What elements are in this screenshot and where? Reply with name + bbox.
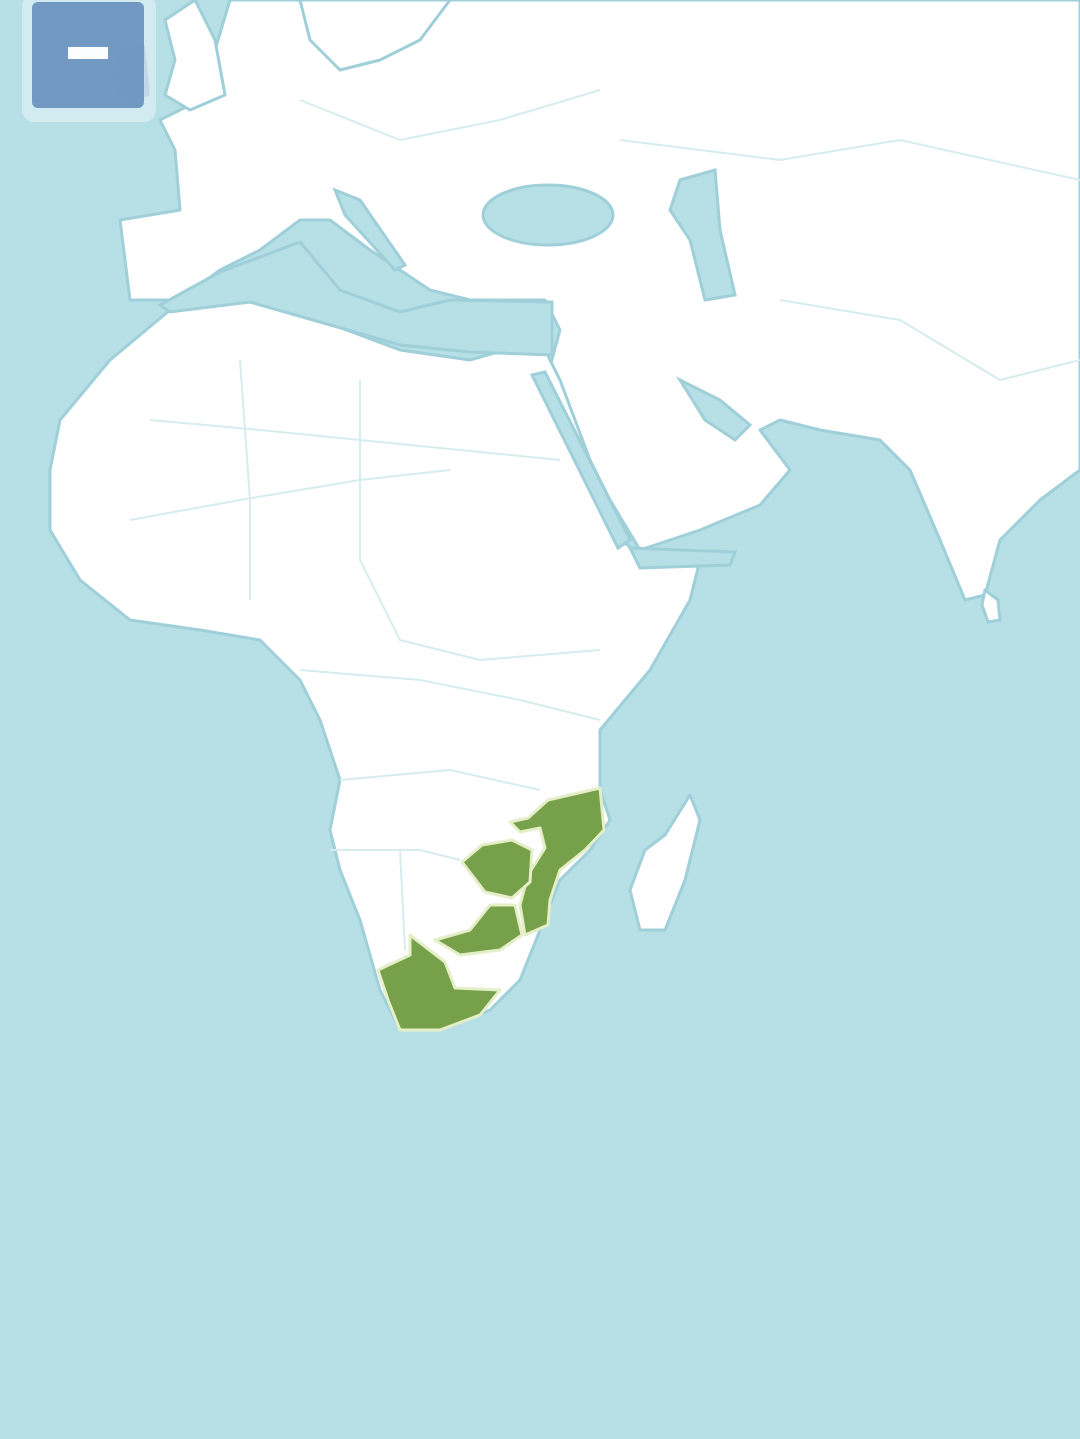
gulf-of-aden bbox=[627, 546, 738, 570]
zoom-out-button[interactable] bbox=[32, 2, 144, 108]
highlight-region[interactable] bbox=[376, 933, 502, 1032]
zoom-control bbox=[22, 0, 156, 122]
scandinavia bbox=[298, 0, 452, 72]
highlight-region[interactable] bbox=[508, 786, 606, 937]
highlight-region[interactable] bbox=[433, 903, 524, 957]
borders bbox=[129, 89, 1080, 951]
caspian-sea bbox=[668, 168, 737, 302]
black-sea bbox=[481, 183, 615, 247]
mediterranean-sea bbox=[157, 240, 554, 357]
minus-icon bbox=[68, 47, 108, 59]
africa bbox=[48, 298, 702, 1032]
seas bbox=[157, 168, 753, 570]
highlight-region[interactable] bbox=[460, 838, 534, 900]
persian-gulf bbox=[675, 376, 753, 442]
great-britain bbox=[163, 0, 227, 112]
red-sea bbox=[529, 370, 632, 551]
adriatic-sea bbox=[332, 187, 408, 272]
sri-lanka bbox=[980, 588, 1002, 624]
highlighted-regions[interactable] bbox=[376, 786, 606, 1032]
madagascar bbox=[628, 793, 702, 932]
